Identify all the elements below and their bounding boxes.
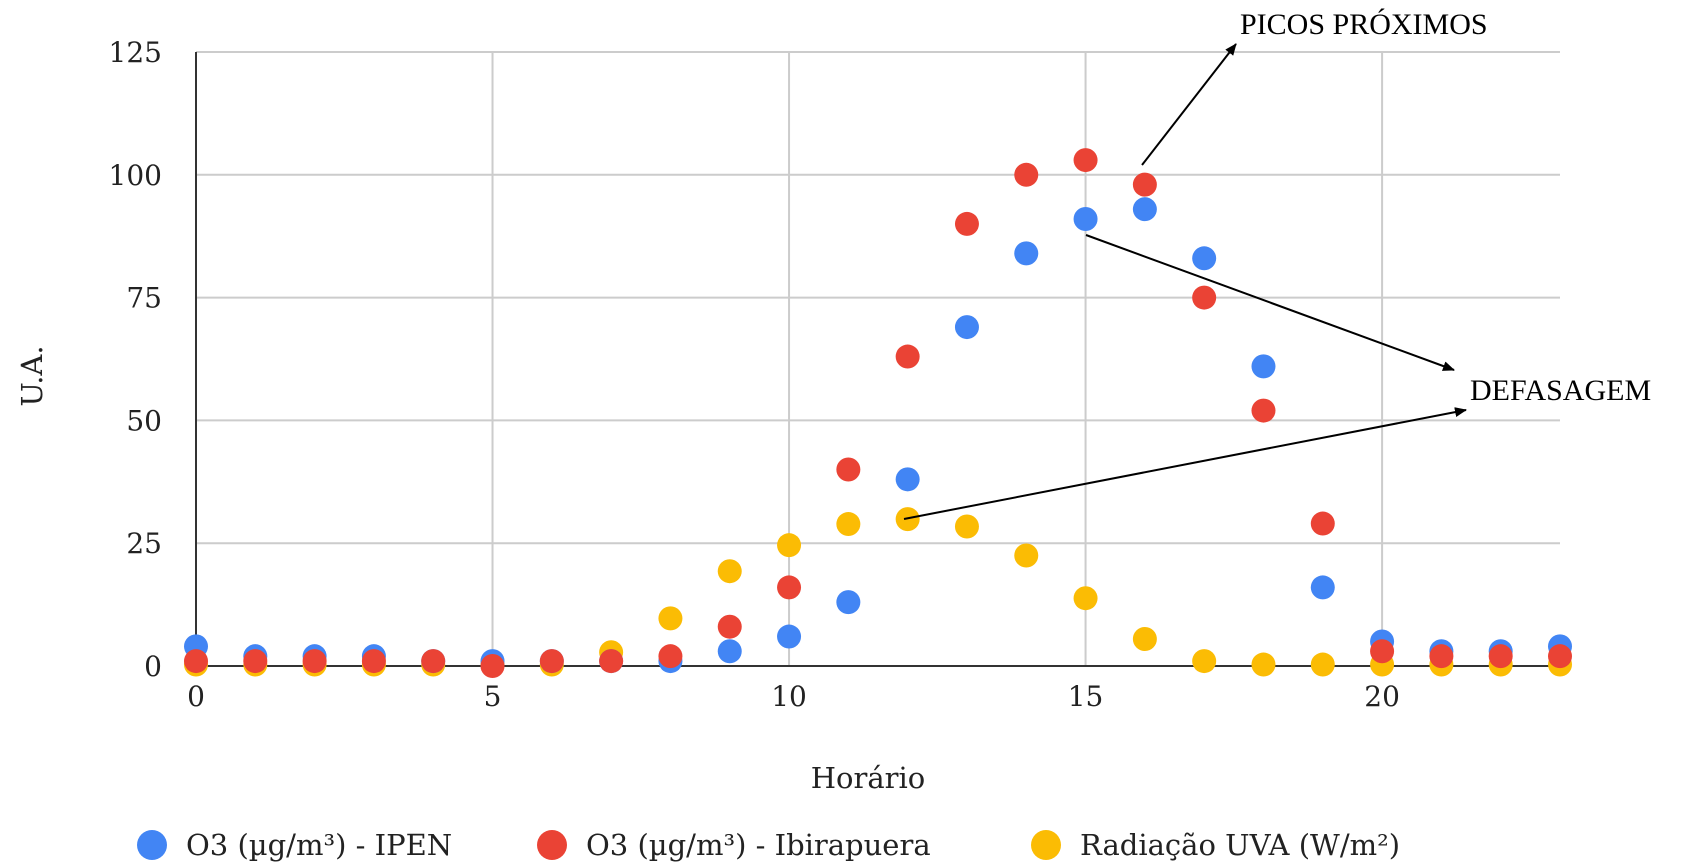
y-tick-label: 25 bbox=[126, 527, 162, 560]
y-tick-label: 75 bbox=[126, 282, 162, 315]
point-series-1-x-10 bbox=[777, 575, 802, 600]
point-series-1-x-6 bbox=[539, 649, 564, 674]
point-series-1-x-16 bbox=[1132, 172, 1157, 197]
point-series-1-x-22 bbox=[1488, 644, 1513, 669]
point-series-1-x-13 bbox=[954, 211, 979, 236]
y-tick-label: 0 bbox=[144, 650, 162, 683]
point-series-1-x-8 bbox=[658, 644, 683, 669]
arrow-defasagem-ipen bbox=[1085, 234, 1455, 371]
point-series-1-x-23 bbox=[1548, 644, 1572, 669]
point-series-1-x-3 bbox=[361, 649, 386, 674]
point-series-1-x-15 bbox=[1073, 148, 1098, 173]
x-tick-label: 0 bbox=[187, 680, 205, 713]
y-tick-label: 50 bbox=[126, 404, 162, 437]
y-tick-label: 125 bbox=[109, 36, 162, 69]
point-series-1-x-19 bbox=[1310, 511, 1335, 536]
point-series-0-x-18 bbox=[1251, 354, 1276, 379]
point-series-2-x-16 bbox=[1132, 626, 1157, 651]
point-series-0-x-9 bbox=[717, 639, 742, 664]
point-series-1-x-1 bbox=[243, 649, 268, 674]
point-series-1-x-20 bbox=[1370, 639, 1395, 664]
point-series-1-x-2 bbox=[302, 649, 327, 674]
legend-label: Radiação UVA (W/m²) bbox=[1080, 828, 1400, 862]
point-series-1-x-17 bbox=[1192, 285, 1217, 310]
point-series-2-x-17 bbox=[1192, 649, 1217, 674]
point-series-1-x-12 bbox=[895, 344, 920, 369]
y-axis-label: U.A. bbox=[15, 345, 49, 406]
legend-entry-2: Radiação UVA (W/m²) bbox=[1031, 828, 1400, 862]
legend-label: O3 (µg/m³) - IPEN bbox=[186, 828, 452, 862]
legend-entry-1: O3 (µg/m³) - Ibirapuera bbox=[537, 828, 931, 862]
annotation-defasagem: DEFASAGEM bbox=[1470, 374, 1651, 407]
axes bbox=[195, 52, 1560, 667]
point-series-1-x-9 bbox=[717, 614, 742, 639]
annotations: PICOS PRÓXIMOS DEFASAGEM bbox=[903, 8, 1651, 520]
point-series-1-x-11 bbox=[836, 457, 861, 482]
point-series-0-x-12 bbox=[895, 467, 920, 492]
data-points bbox=[184, 148, 1572, 678]
point-series-1-x-14 bbox=[1014, 162, 1039, 187]
point-series-1-x-18 bbox=[1251, 398, 1276, 423]
point-series-0-x-17 bbox=[1192, 246, 1217, 271]
tick-labels: 0 25 50 75 100 125 0 5 10 15 20 bbox=[109, 36, 1400, 713]
x-tick-label: 5 bbox=[484, 680, 502, 713]
arrow-picos bbox=[1141, 43, 1237, 166]
point-series-1-x-0 bbox=[184, 649, 208, 674]
point-series-1-x-5 bbox=[480, 654, 505, 678]
point-series-0-x-10 bbox=[777, 624, 802, 649]
point-series-2-x-15 bbox=[1073, 586, 1098, 611]
point-series-2-x-19 bbox=[1310, 652, 1335, 677]
legend-entry-0: O3 (µg/m³) - IPEN bbox=[137, 828, 452, 862]
legend-swatch bbox=[537, 830, 567, 860]
legend-label: O3 (µg/m³) - Ibirapuera bbox=[586, 828, 931, 862]
arrow-defasagem-uva bbox=[903, 407, 1467, 520]
x-tick-label: 10 bbox=[771, 680, 807, 713]
x-tick-label: 15 bbox=[1068, 680, 1104, 713]
point-series-1-x-4 bbox=[421, 649, 446, 674]
point-series-0-x-14 bbox=[1014, 241, 1039, 266]
annotation-picos-proximos: PICOS PRÓXIMOS bbox=[1240, 8, 1488, 41]
x-axis-label: Horário bbox=[811, 761, 926, 795]
point-series-2-x-10 bbox=[777, 533, 802, 558]
grid bbox=[195, 51, 1560, 667]
point-series-0-x-16 bbox=[1132, 197, 1157, 222]
legend-swatch bbox=[1031, 830, 1061, 860]
point-series-2-x-13 bbox=[954, 514, 979, 539]
y-tick-label: 100 bbox=[109, 159, 162, 192]
point-series-0-x-15 bbox=[1073, 207, 1098, 232]
point-series-2-x-9 bbox=[717, 559, 742, 584]
point-series-2-x-14 bbox=[1014, 543, 1039, 568]
point-series-0-x-13 bbox=[954, 315, 979, 340]
point-series-0-x-11 bbox=[836, 590, 861, 615]
point-series-2-x-18 bbox=[1251, 652, 1276, 677]
point-series-2-x-11 bbox=[836, 512, 861, 537]
point-series-0-x-19 bbox=[1310, 575, 1335, 600]
legend: O3 (µg/m³) - IPEN O3 (µg/m³) - Ibirapuera… bbox=[137, 828, 1400, 862]
point-series-1-x-7 bbox=[599, 649, 624, 674]
point-series-2-x-8 bbox=[658, 606, 683, 631]
point-series-1-x-21 bbox=[1429, 644, 1454, 669]
legend-swatch bbox=[137, 830, 167, 860]
x-tick-label: 20 bbox=[1364, 680, 1400, 713]
